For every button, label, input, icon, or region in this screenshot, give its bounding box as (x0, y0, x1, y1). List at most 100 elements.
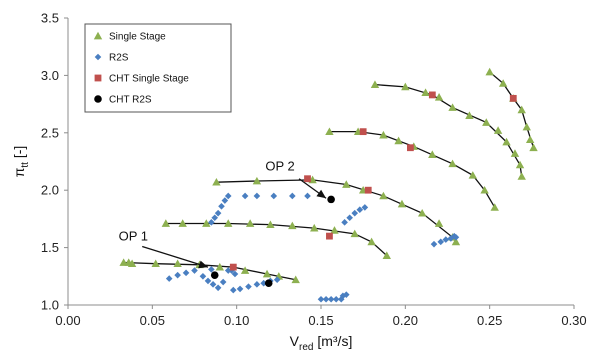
y-tick-label: 2.5 (41, 125, 59, 140)
data-point (339, 292, 347, 300)
data-point (529, 143, 538, 152)
data-point (428, 150, 437, 158)
data-point (161, 219, 171, 227)
data-point (525, 135, 535, 144)
data-point (231, 270, 239, 278)
data-point (165, 275, 173, 282)
x-tick-label: 0.05 (140, 313, 165, 328)
data-point (510, 149, 520, 157)
data-point (173, 259, 182, 268)
legend-marker (93, 31, 103, 40)
data-point (428, 91, 436, 99)
data-point (359, 128, 367, 136)
data-point (210, 271, 219, 279)
data-point (260, 279, 267, 287)
data-point (418, 208, 427, 217)
legend: Single Stage R2S CHT Single Stage CHT R2S (84, 23, 232, 113)
data-point (442, 236, 450, 243)
data-point (379, 130, 388, 139)
x-tick-label: 0.20 (393, 313, 418, 328)
data-point (291, 275, 300, 284)
annotation-arrow (142, 245, 209, 268)
data-point (127, 259, 137, 268)
data-point (434, 93, 444, 101)
data-point (421, 88, 430, 96)
data-point (482, 118, 491, 126)
data-point (332, 295, 340, 303)
data-point (346, 214, 353, 222)
data-point (509, 94, 517, 102)
annotation-label: OP 2 (265, 159, 294, 174)
data-point (219, 278, 227, 286)
data-point (214, 284, 222, 292)
data-point (253, 281, 261, 288)
y-tick-label: 2.0 (41, 183, 59, 198)
y-tick-label: 1.5 (41, 240, 59, 255)
data-point (325, 127, 334, 136)
speedline (123, 261, 296, 281)
data-point (437, 238, 445, 246)
x-tick-label: 0.25 (477, 313, 502, 328)
data-point (199, 273, 207, 280)
axes: 0.00 0.05 0.10 0.15 0.20 0.25 0.30 1.0 1.5 2.0 2.5… (41, 11, 587, 329)
legend-label: CHT Single Stage (109, 74, 189, 85)
x-tick-label: 0.30 (561, 313, 586, 328)
data-point (502, 137, 511, 146)
data-point (517, 105, 526, 114)
data-point (401, 82, 410, 91)
data-point (493, 126, 503, 134)
data-point (343, 291, 350, 298)
data-point (245, 283, 252, 290)
data-point (341, 219, 348, 226)
data-point (229, 263, 237, 271)
data-point (273, 276, 281, 284)
speedline (329, 131, 496, 208)
x-tick-label: 0.10 (224, 313, 249, 328)
legend-label: Single Stage (109, 32, 166, 43)
data-point (211, 214, 219, 222)
data-point (327, 295, 335, 303)
data-point (326, 232, 333, 240)
data-point (330, 226, 339, 234)
data-point (430, 240, 438, 248)
data-point (317, 295, 325, 303)
data-point (452, 233, 460, 241)
annotation-arrowhead (198, 260, 208, 269)
data-point (221, 197, 229, 204)
data-point (522, 122, 531, 131)
data-point (322, 295, 330, 303)
speedline (165, 222, 388, 257)
data-point (490, 203, 499, 211)
data-point (480, 186, 489, 194)
data-point (364, 186, 372, 194)
annotations: OP 1 OP 2 (119, 159, 327, 269)
annotation-label: OP 1 (119, 229, 148, 244)
data-point (465, 111, 474, 119)
data-point (515, 160, 525, 169)
data-point (266, 220, 275, 228)
data-point (191, 267, 198, 274)
legend-label: CHT R2S (109, 95, 152, 106)
data-point (397, 199, 407, 208)
data-point (327, 195, 335, 204)
data-point (288, 221, 297, 230)
data-point (448, 103, 457, 111)
y-tick-label: 3.0 (41, 68, 59, 83)
x-tick-label: 0.00 (55, 313, 80, 328)
data-point (262, 269, 272, 278)
data-point (178, 219, 187, 227)
data-point (342, 180, 351, 188)
data-point (224, 219, 233, 227)
data-point (241, 192, 249, 200)
data-point (447, 235, 455, 242)
data-point (215, 262, 224, 271)
data-point (224, 192, 232, 200)
data-point (236, 285, 244, 293)
data-point (202, 219, 211, 227)
data-point (304, 175, 311, 183)
y-axis-title: πtt [-] (11, 146, 31, 178)
legend-box (84, 23, 232, 113)
data-point (204, 277, 212, 285)
data-point (174, 271, 181, 279)
